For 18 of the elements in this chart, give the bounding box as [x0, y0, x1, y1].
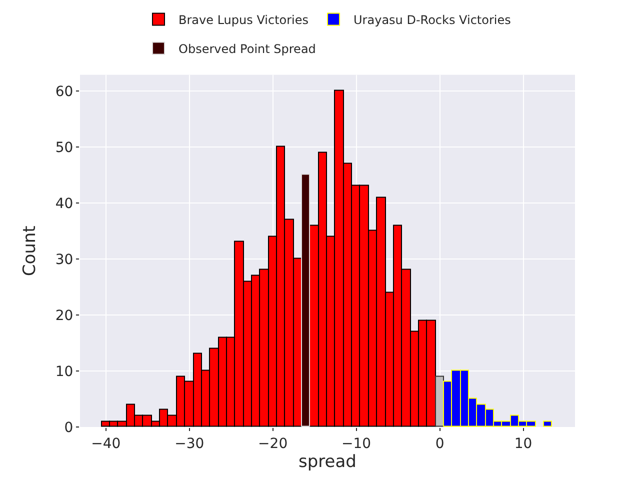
- y-tick-label: 10: [55, 364, 74, 380]
- y-tick-label: 40: [55, 196, 74, 212]
- x-tick-label: −20: [258, 436, 288, 452]
- x-tick-label: −40: [91, 436, 121, 452]
- y-axis-title: Count: [20, 225, 40, 276]
- y-tick-label: 0: [64, 420, 74, 436]
- y-tick-label: 50: [55, 140, 74, 156]
- legend-label: Observed Point Spread: [178, 42, 316, 56]
- legend-label: Urayasu D-Rocks Victories: [354, 12, 511, 27]
- y-tick-label: 30: [55, 252, 74, 268]
- legend-label: Brave Lupus Victories: [178, 12, 309, 27]
- x-tick-label: −30: [174, 436, 204, 452]
- x-axis-title: spread: [298, 452, 356, 472]
- x-tick-label: −10: [342, 436, 372, 452]
- y-tick-label: 60: [55, 84, 74, 100]
- x-tick-label: 10: [514, 436, 532, 452]
- y-tick-label: 20: [55, 308, 74, 324]
- x-tick-label: 0: [435, 436, 444, 452]
